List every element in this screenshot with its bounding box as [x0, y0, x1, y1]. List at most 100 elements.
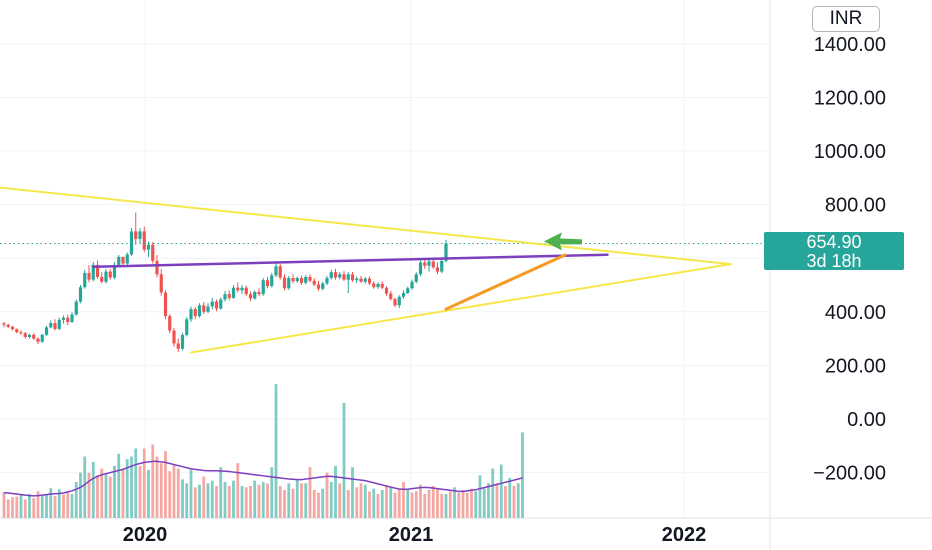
- candle-body: [384, 287, 389, 294]
- volume-bar: [168, 471, 172, 518]
- price-tick-label: 1400.00: [814, 34, 886, 56]
- volume-bar: [113, 465, 116, 518]
- volume-bar: [512, 486, 516, 518]
- candle-body: [151, 244, 155, 261]
- candle-body: [338, 274, 342, 278]
- candle-body: [176, 343, 180, 349]
- candle-body: [440, 260, 444, 272]
- candle-body: [282, 277, 287, 289]
- candle-body: [53, 323, 57, 329]
- candle-body: [359, 278, 363, 282]
- volume-bar: [253, 480, 257, 518]
- volume-bar: [36, 491, 40, 518]
- candle-body: [78, 287, 83, 302]
- volume-bar: [219, 467, 223, 518]
- price-tick-label: 800.00: [825, 195, 886, 217]
- candle-body: [19, 332, 23, 334]
- volume-bar: [45, 494, 48, 518]
- volume-bar: [304, 483, 308, 518]
- volume-bar: [83, 456, 87, 518]
- volume-bar: [295, 479, 299, 518]
- volume-bar: [70, 494, 74, 518]
- volume-bar: [28, 494, 31, 518]
- volume-bar: [181, 479, 184, 518]
- candle-body: [350, 274, 355, 281]
- candle-body: [163, 292, 168, 317]
- volume-bar: [440, 494, 444, 518]
- volume-bar: [49, 488, 53, 518]
- time-axis[interactable]: 2020 2021 2022: [123, 524, 707, 546]
- candle-body: [104, 271, 108, 282]
- time-tick-label: 2022: [662, 524, 707, 546]
- volume-bar: [410, 492, 414, 518]
- candle-body: [83, 272, 87, 288]
- candle-body: [185, 319, 189, 335]
- candle-body: [10, 326, 15, 330]
- volume-bar: [363, 484, 367, 518]
- candle-body: [414, 274, 418, 282]
- price-axis[interactable]: 1400.00 1200.00 1000.00 800.00 400.00 200.00 0…: [813, 34, 886, 485]
- volume-bar: [334, 465, 337, 518]
- candle-body: [431, 261, 435, 268]
- volume-bar: [278, 486, 282, 518]
- volume-bar: [325, 472, 329, 518]
- volume-bar: [66, 491, 70, 518]
- candle-body: [146, 244, 151, 250]
- candle-body: [66, 317, 70, 322]
- volume-bar: [317, 492, 320, 518]
- volume-bar: [283, 490, 286, 518]
- candle-body: [444, 243, 448, 261]
- candle-body: [57, 319, 61, 329]
- candle-body: [410, 281, 414, 289]
- left-arrow-marker: [544, 232, 582, 251]
- volume-bar: [147, 469, 150, 518]
- candle-body: [49, 323, 53, 328]
- candle-body: [6, 324, 10, 327]
- candle-body: [401, 293, 406, 297]
- candle-body: [100, 276, 104, 282]
- candle-body: [299, 278, 304, 283]
- candle-body: [202, 305, 206, 312]
- volume-bar: [521, 432, 524, 518]
- volume-bar: [57, 489, 61, 518]
- candle-body: [74, 301, 78, 315]
- volume-bar: [261, 481, 265, 518]
- candle-body: [134, 231, 138, 239]
- volume-bars: [2, 384, 524, 518]
- volume-bar: [104, 473, 108, 518]
- wedge-upper-line: [0, 186, 732, 266]
- candle-body: [193, 309, 197, 317]
- last-price-tag: 654.90 3d 18h: [764, 232, 904, 270]
- volume-bar: [474, 491, 478, 518]
- candle-body: [265, 280, 270, 287]
- candle-body: [376, 283, 380, 288]
- volume-bar: [470, 488, 473, 518]
- candle-body: [117, 256, 121, 265]
- volume-bar: [453, 487, 456, 518]
- volume-bar: [427, 490, 431, 518]
- candle-body: [206, 306, 210, 312]
- volume-bar: [431, 486, 435, 518]
- candle-body: [312, 280, 316, 285]
- currency-button[interactable]: INR: [812, 6, 880, 32]
- price-tick-label: 1000.00: [814, 141, 886, 163]
- volume-bar: [6, 499, 10, 518]
- volume-bar: [338, 483, 342, 518]
- support-trendline: [444, 253, 567, 311]
- volume-bar: [465, 492, 469, 518]
- candle-body: [36, 338, 40, 342]
- volume-bar: [414, 491, 418, 518]
- volume-bar: [125, 459, 129, 518]
- candle-body: [142, 231, 146, 250]
- wedge-lower-line: [190, 263, 732, 354]
- candle-body: [189, 309, 193, 320]
- candle-body: [244, 287, 248, 295]
- candle-body: [95, 264, 100, 277]
- candle-body: [253, 291, 257, 299]
- volume-bar: [164, 451, 167, 518]
- price-tick-label: 1200.00: [814, 87, 886, 109]
- volume-bar: [393, 492, 397, 518]
- volume-bar: [308, 467, 312, 518]
- trend-drawings[interactable]: [0, 186, 770, 354]
